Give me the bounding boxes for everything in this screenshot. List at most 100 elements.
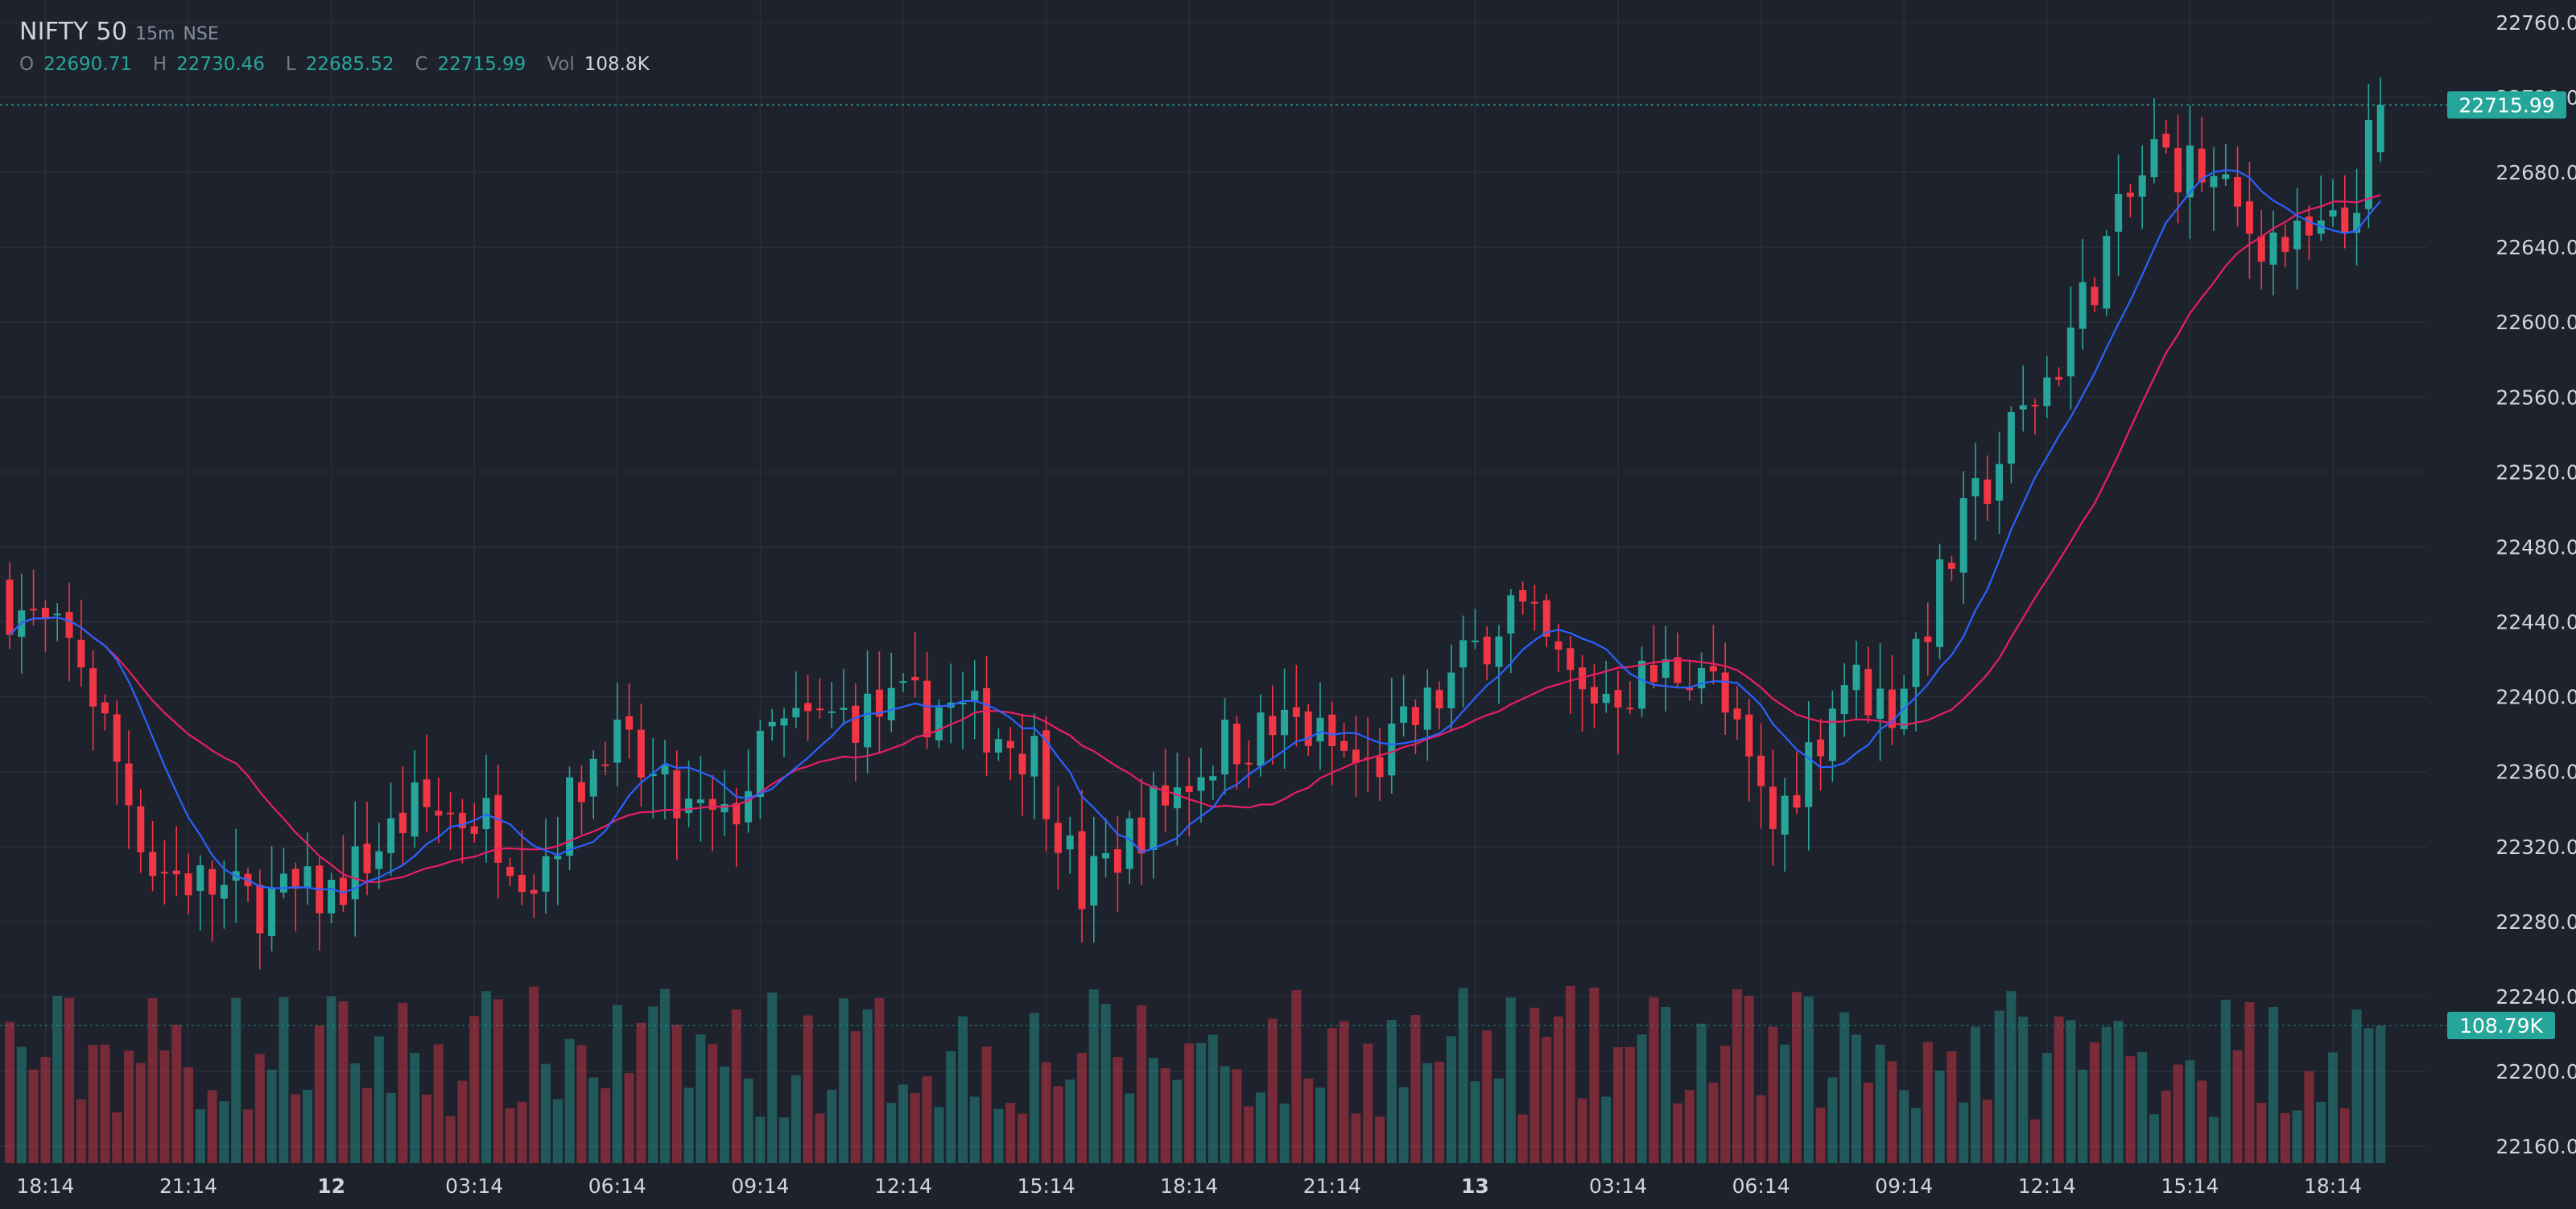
candle[interactable] [1852, 641, 1860, 720]
candle[interactable] [2126, 184, 2134, 218]
candle[interactable] [137, 789, 145, 873]
candle[interactable] [1805, 701, 1813, 851]
candle[interactable] [113, 700, 121, 805]
candle[interactable] [1352, 715, 1360, 797]
candle[interactable] [1185, 757, 1193, 836]
candle[interactable] [506, 857, 514, 886]
candle[interactable] [160, 840, 168, 905]
candle[interactable] [1924, 602, 1932, 676]
candle[interactable] [1281, 668, 1289, 770]
candle[interactable] [41, 600, 49, 652]
candle[interactable] [1996, 431, 2004, 534]
candle[interactable] [101, 694, 109, 731]
candle[interactable] [1495, 625, 1503, 704]
candle[interactable] [935, 699, 943, 748]
candle[interactable] [959, 671, 967, 749]
candle[interactable] [1698, 652, 1706, 704]
candle[interactable] [899, 673, 907, 692]
candle[interactable] [1602, 661, 1610, 713]
candle[interactable] [2376, 77, 2384, 163]
candle[interactable] [1292, 664, 1300, 747]
candle[interactable] [2162, 119, 2170, 154]
candle[interactable] [1876, 642, 1885, 761]
candle[interactable] [1614, 671, 1622, 754]
candle[interactable] [1245, 741, 1253, 788]
candle[interactable] [1864, 646, 1872, 723]
candle[interactable] [685, 760, 693, 827]
candle[interactable] [1626, 681, 1634, 715]
candle[interactable] [149, 820, 157, 892]
candle[interactable] [1447, 644, 1455, 732]
candle[interactable] [1888, 654, 1896, 745]
candle[interactable] [815, 678, 824, 719]
candle[interactable] [1197, 748, 1205, 823]
candle[interactable] [983, 655, 991, 776]
candle[interactable] [887, 652, 895, 732]
candle[interactable] [792, 671, 800, 728]
candle[interactable] [1971, 443, 1979, 541]
candle[interactable] [745, 749, 753, 833]
candle[interactable] [1006, 727, 1014, 781]
candle[interactable] [708, 775, 716, 852]
candle[interactable] [1936, 543, 1944, 660]
candle[interactable] [2079, 239, 2087, 350]
candle[interactable] [2353, 168, 2361, 266]
candle[interactable] [1150, 771, 1158, 879]
candle[interactable] [1042, 716, 1051, 852]
candle[interactable] [2281, 224, 2289, 268]
candle[interactable] [875, 651, 883, 753]
candle[interactable] [2245, 162, 2253, 279]
candle[interactable] [1483, 626, 1491, 680]
candle[interactable] [2364, 84, 2372, 229]
candle[interactable] [2293, 188, 2301, 290]
candle[interactable] [1423, 669, 1431, 761]
candle[interactable] [2210, 146, 2218, 231]
symbol-name[interactable]: NIFTY 50 [19, 18, 127, 46]
candle[interactable] [625, 683, 634, 759]
candle[interactable] [208, 860, 217, 942]
candle[interactable] [53, 603, 61, 642]
candle[interactable] [1638, 646, 1646, 717]
candle[interactable] [1567, 636, 1575, 714]
candle[interactable] [1840, 662, 1848, 737]
candle[interactable] [1304, 704, 1312, 757]
candle[interactable] [2055, 367, 2063, 386]
candle[interactable] [756, 720, 764, 819]
candle[interactable] [89, 650, 97, 751]
candle[interactable] [1530, 584, 1538, 631]
candle[interactable] [1376, 728, 1384, 801]
candle[interactable] [1232, 716, 1241, 790]
candle[interactable] [1733, 686, 1741, 741]
candle[interactable] [470, 803, 478, 843]
candle[interactable] [2007, 406, 2015, 484]
candle[interactable] [184, 853, 192, 915]
candle[interactable] [601, 741, 609, 776]
candle[interactable] [2091, 277, 2099, 312]
candle[interactable] [172, 826, 180, 897]
candle[interactable] [577, 765, 585, 835]
candle[interactable] [2115, 155, 2123, 277]
candle[interactable] [2066, 287, 2074, 410]
candle[interactable] [1959, 471, 1967, 604]
candle[interactable] [1018, 713, 1026, 816]
candle[interactable] [1173, 753, 1181, 846]
candle[interactable] [1221, 698, 1229, 794]
candle[interactable] [1102, 818, 1110, 878]
candle[interactable] [220, 860, 228, 929]
candle[interactable] [291, 862, 299, 932]
candle[interactable] [2174, 114, 2182, 224]
candle[interactable] [852, 683, 860, 782]
candle[interactable] [1686, 661, 1694, 701]
candle[interactable] [733, 787, 741, 868]
candle[interactable] [1066, 816, 1074, 874]
candle[interactable] [2269, 210, 2277, 296]
candle[interactable] [1340, 722, 1348, 758]
candle[interactable] [1793, 751, 1801, 814]
candle[interactable] [2150, 98, 2158, 184]
candle[interactable] [494, 764, 502, 898]
interval-label[interactable]: 15m [134, 24, 175, 44]
candle[interactable] [458, 798, 466, 864]
candle[interactable] [1030, 713, 1038, 820]
candle[interactable] [1257, 694, 1265, 777]
